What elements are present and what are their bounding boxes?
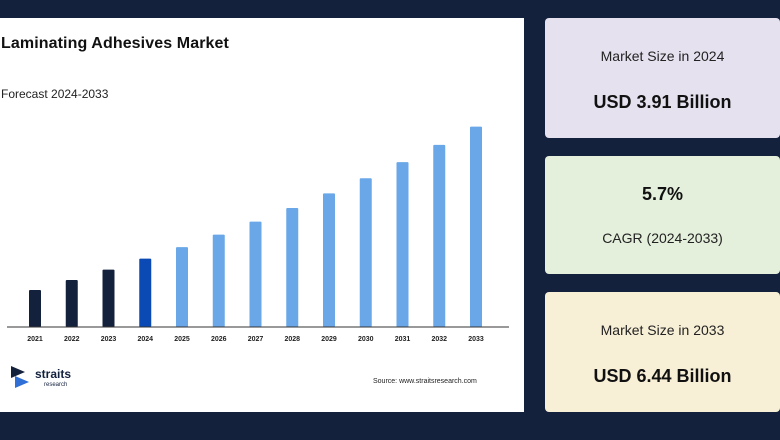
x-tick-label: 2031 [395,336,411,343]
market-size-2024-card: Market Size in 2024 USD 3.91 Billion [545,18,780,138]
bar-2022 [65,280,78,327]
straits-logo-icon [11,366,29,388]
bar-2032 [433,144,446,327]
x-tick-label: 2022 [64,336,80,343]
bar-2030 [359,178,372,327]
x-tick-label: 2024 [137,336,153,343]
bar-2025 [176,247,188,327]
market-size-2024-value: USD 3.91 Billion [593,92,732,112]
chart-subtitle: Forecast 2024-2033 [1,87,109,101]
x-tick-label: 2029 [321,336,337,343]
market-size-2024-label: Market Size in 2024 [600,48,725,64]
bar-2027 [249,221,262,327]
market-size-2033-value: USD 6.44 Billion [593,366,732,386]
chart-panel: Laminating Adhesives Market Forecast 202… [0,18,524,412]
bar-2026 [212,234,225,327]
straits-logo: straits research [11,366,91,396]
logo-name: straits [35,367,72,381]
bar-2031 [396,162,409,327]
source-note: Source: www.straitsresearch.com [373,378,477,385]
bar-2021 [29,289,41,327]
bar-2029 [323,193,335,327]
x-tick-label: 2023 [101,336,117,343]
cagr-card: 5.7% CAGR (2024-2033) [545,156,780,274]
x-tick-label: 2021 [27,336,43,343]
x-tick-label: 2026 [211,336,227,343]
x-tick-label: 2027 [248,336,264,343]
x-tick-label: 2030 [358,336,374,343]
bar-2028 [286,207,299,327]
bar-2024 [139,258,152,327]
bar-2033 [470,126,482,327]
cagr-label: CAGR (2024-2033) [602,230,723,246]
cagr-value: 5.7% [641,184,684,204]
bar-2023 [102,269,115,327]
x-tick-label: 2033 [468,336,484,343]
bar-chart: 2021 2022 2023 2024 2025 2026 2027 2028 2029 2030… [7,126,509,343]
x-tick-label: 2032 [431,336,447,343]
x-tick-label: 2025 [174,336,190,343]
x-tick-label: 2028 [284,336,300,343]
market-size-2033-card: Market Size in 2033 USD 6.44 Billion [545,292,780,412]
chart-title: Laminating Adhesives Market [1,35,229,52]
market-size-2033-label: Market Size in 2033 [600,322,725,338]
logo-sub: research [44,382,68,388]
